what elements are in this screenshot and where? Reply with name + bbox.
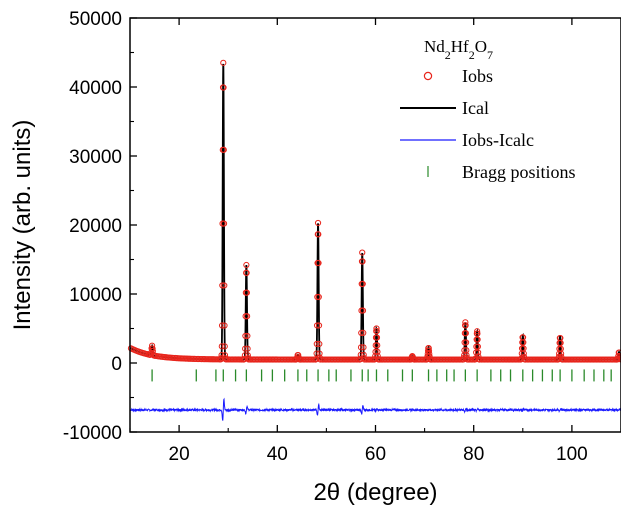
iobs-point bbox=[357, 356, 364, 363]
y-tick-label: 30000 bbox=[69, 147, 122, 168]
iobs-point bbox=[358, 329, 365, 336]
iobs-point bbox=[616, 349, 621, 356]
iobs-point bbox=[315, 231, 322, 238]
iobs-point bbox=[221, 322, 228, 329]
iobs-point bbox=[359, 258, 366, 265]
iobs-point bbox=[316, 350, 323, 357]
iobs-point bbox=[243, 261, 250, 269]
iobs-point bbox=[361, 356, 369, 363]
x-tick-label: 20 bbox=[169, 444, 190, 465]
iobs-point bbox=[425, 347, 433, 354]
iobs-point bbox=[374, 348, 381, 355]
iobs-point bbox=[462, 339, 470, 346]
y-tick-label: 20000 bbox=[69, 216, 122, 237]
iobs-point bbox=[373, 325, 380, 332]
iobs-point bbox=[373, 334, 381, 341]
iobs-point bbox=[474, 328, 481, 335]
iobs-point bbox=[317, 356, 324, 363]
iobs-point bbox=[244, 332, 251, 340]
iobs-point bbox=[462, 319, 469, 326]
y-tick-label: -10000 bbox=[63, 423, 122, 444]
legend-label-diff: Iobs-Icalc bbox=[462, 130, 534, 150]
iobs-point bbox=[316, 340, 323, 348]
iobs-point bbox=[220, 220, 228, 227]
legend-label-iobs: Iobs bbox=[462, 66, 493, 86]
iobs-point bbox=[373, 327, 380, 335]
iobs-point bbox=[149, 345, 156, 352]
iobs-point bbox=[425, 345, 432, 352]
y-axis-title: Intensity (arb. units) bbox=[9, 120, 36, 331]
iobs-point bbox=[357, 351, 364, 358]
y-tick-label: 40000 bbox=[69, 78, 122, 99]
x-axis-title: 2θ (degree) bbox=[313, 479, 437, 506]
axes-layer: 20 40 60 80 100 -10000 0 10000 20000 30000 40000 50… bbox=[63, 9, 621, 465]
iobs-point bbox=[242, 332, 249, 340]
iobs-points-layer bbox=[127, 59, 621, 363]
iobs-point bbox=[359, 249, 366, 256]
iobs-point bbox=[474, 343, 481, 350]
iobs-point bbox=[357, 344, 365, 351]
iobs-point bbox=[616, 352, 621, 360]
x-tick-label: 80 bbox=[463, 444, 484, 465]
iobs-point bbox=[218, 322, 226, 329]
iobs-point bbox=[359, 307, 367, 314]
iobs-point bbox=[360, 344, 367, 351]
iobs-point bbox=[476, 356, 483, 363]
iobs-point bbox=[474, 336, 481, 343]
plot-frame bbox=[129, 17, 621, 433]
difference-curve-layer bbox=[129, 397, 621, 421]
iobs-point bbox=[315, 259, 322, 267]
iobs-point bbox=[244, 345, 251, 352]
iobs-point bbox=[219, 282, 226, 289]
iobs-point bbox=[461, 347, 468, 354]
iobs-point bbox=[220, 84, 227, 91]
iobs-point bbox=[221, 343, 228, 350]
iobs-point bbox=[243, 269, 250, 276]
iobs-point bbox=[359, 280, 366, 288]
iobs-point bbox=[374, 342, 381, 349]
iobs-point bbox=[520, 350, 527, 357]
iobs-point bbox=[315, 293, 322, 301]
iobs-point bbox=[221, 282, 228, 289]
legend: Nd2Hf2O7 Iobs Ical Iobs-Icalc Bragg posi… bbox=[400, 37, 576, 182]
y-tick-label: 0 bbox=[111, 354, 122, 375]
legend-iobs-symbol bbox=[423, 71, 433, 81]
legend-title: Nd2Hf2O7 bbox=[424, 37, 493, 62]
y-tick-label: 10000 bbox=[69, 285, 122, 306]
iobs-point bbox=[360, 329, 367, 336]
iobs-point bbox=[557, 339, 564, 347]
iobs-point bbox=[243, 289, 250, 296]
x-tick-label: 40 bbox=[267, 444, 288, 465]
iobs-point bbox=[426, 353, 433, 360]
iobs-point bbox=[244, 313, 251, 320]
iobs-point bbox=[520, 339, 527, 346]
iobs-point bbox=[474, 330, 481, 337]
ical-line bbox=[129, 63, 621, 361]
x-tick-label: 60 bbox=[365, 444, 386, 465]
iobs-point bbox=[242, 345, 249, 352]
iobs-point bbox=[241, 356, 248, 363]
bragg-ticks-layer bbox=[151, 369, 612, 382]
iobs-point bbox=[475, 353, 482, 360]
legend-label-ical: Ical bbox=[462, 98, 489, 118]
iobs-point bbox=[314, 219, 322, 227]
iobs-point bbox=[462, 322, 469, 329]
iobs-point bbox=[313, 322, 321, 329]
iobs-point bbox=[462, 330, 469, 337]
ical-line-layer bbox=[129, 63, 621, 361]
iobs-point bbox=[522, 356, 529, 363]
legend-label-bragg: Bragg positions bbox=[462, 162, 576, 182]
iobs-point bbox=[475, 349, 482, 356]
iobs-point bbox=[218, 352, 225, 359]
iobs-point bbox=[220, 146, 227, 153]
iobs-point bbox=[315, 322, 323, 329]
iobs-point bbox=[218, 343, 225, 350]
iobs-point bbox=[313, 350, 320, 357]
x-tick-label: 100 bbox=[556, 444, 588, 465]
difference-curve bbox=[129, 397, 621, 421]
iobs-point bbox=[220, 59, 227, 66]
y-tick-label: 50000 bbox=[69, 9, 122, 30]
iobs-point bbox=[313, 340, 320, 348]
